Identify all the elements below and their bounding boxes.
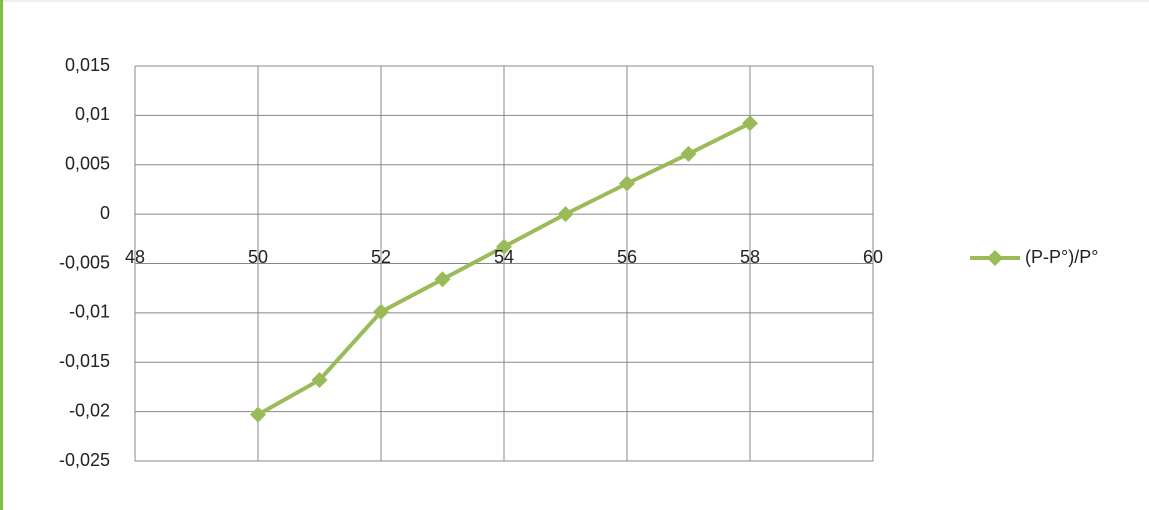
marker — [680, 145, 697, 162]
x-tick-label: 48 — [125, 247, 145, 267]
x-tick-label: 50 — [248, 247, 268, 267]
frame-edge — [0, 0, 3, 510]
legend-marker — [987, 250, 1003, 266]
x-tick-label: 58 — [740, 247, 760, 267]
x-tick-label: 54 — [494, 247, 514, 267]
y-tick-label: -0,025 — [59, 450, 110, 470]
y-tick-label: 0 — [100, 203, 110, 223]
marker — [434, 271, 451, 288]
y-tick-label: 0,005 — [65, 154, 110, 174]
marker — [619, 175, 635, 192]
y-tick-label: -0,015 — [59, 351, 110, 371]
x-tick-label: 52 — [371, 247, 391, 267]
marker — [311, 372, 328, 389]
y-tick-label: -0,005 — [59, 252, 110, 272]
legend-label: (P-P°)/P° — [1025, 247, 1098, 267]
marker — [373, 303, 389, 320]
grid — [134, 65, 874, 462]
marker — [496, 238, 512, 255]
x-tick-label: 60 — [863, 247, 883, 267]
y-tick-label: 0,015 — [65, 55, 110, 75]
y-tick-label: -0,02 — [69, 400, 110, 420]
marker — [250, 406, 266, 423]
marker — [557, 206, 574, 223]
y-tick-label: 0,01 — [75, 104, 110, 124]
marker — [742, 115, 758, 132]
y-tick-label: -0,01 — [69, 302, 110, 322]
x-tick-label: 56 — [617, 247, 637, 267]
plot — [250, 115, 758, 423]
